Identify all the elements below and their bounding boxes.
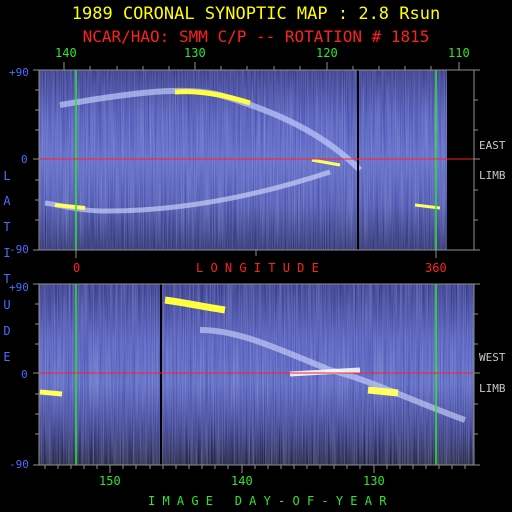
top-bright-spot-left [54, 203, 86, 210]
top-lat-label-plus90: +90 [9, 66, 29, 79]
top-lat-label-0: 0 [21, 153, 28, 166]
map-title: 1989 CORONAL SYNOPTIC MAP : 2.8 Rsun [71, 4, 441, 24]
longitude-axis-label: L O N G I T U D E [196, 261, 319, 275]
latitude-letter: D [3, 324, 11, 338]
longitude-end-label: 360 [425, 261, 447, 275]
bottom-lat-ticks [33, 283, 480, 466]
bottom-lat-label-0: 0 [21, 368, 28, 381]
bottom-lat-label-minus90: -90 [9, 458, 29, 471]
east-label: EAST [479, 139, 506, 152]
bottom-lat-label-plus90: +90 [9, 281, 29, 294]
top-map-gap [447, 70, 458, 250]
top-map-panel [33, 62, 480, 258]
bottom-map-panel [33, 283, 480, 473]
bottom-bright-spot [367, 386, 399, 397]
latitude-letter: I [3, 246, 11, 260]
west-label: WEST [479, 351, 506, 364]
longitude-start-label: 0 [73, 261, 81, 275]
latitude-letter: U [3, 298, 11, 312]
top-bright-spot-mid [311, 158, 341, 167]
latitude-letter: L [3, 169, 11, 183]
latitude-letter: E [3, 350, 11, 364]
latitude-letter: T [3, 272, 11, 286]
top-lon-tick-140: 140 [55, 46, 77, 60]
day-of-year-axis-label: I M A G E D A Y - O F - Y E A R [148, 494, 387, 508]
bottom-day-tick-150: 150 [99, 474, 121, 488]
top-lon-ticks [63, 62, 460, 258]
bottom-map-streaks [39, 284, 474, 465]
top-lon-tick-110: 110 [448, 46, 470, 60]
bottom-day-tick-130: 130 [363, 474, 385, 488]
bottom-bright-spot-left [39, 389, 63, 397]
bottom-day-tick-140: 140 [231, 474, 253, 488]
top-lon-tick-120: 120 [316, 46, 338, 60]
latitude-letter: A [3, 194, 11, 208]
bottom-day-ticks [44, 465, 466, 473]
top-lat-ticks [33, 69, 480, 251]
top-streamer-highlight [174, 89, 251, 106]
top-lat-label-minus90: -90 [9, 243, 29, 256]
west-limb-label: LIMB [479, 382, 506, 395]
east-limb-label: LIMB [479, 169, 506, 182]
top-lon-tick-130: 130 [184, 46, 206, 60]
latitude-letter: T [3, 220, 11, 234]
map-subtitle: NCAR/HAO: SMM C/P -- ROTATION # 1815 [82, 27, 430, 46]
bottom-north-highlight [164, 296, 226, 314]
bottom-map-frame [38, 283, 475, 466]
